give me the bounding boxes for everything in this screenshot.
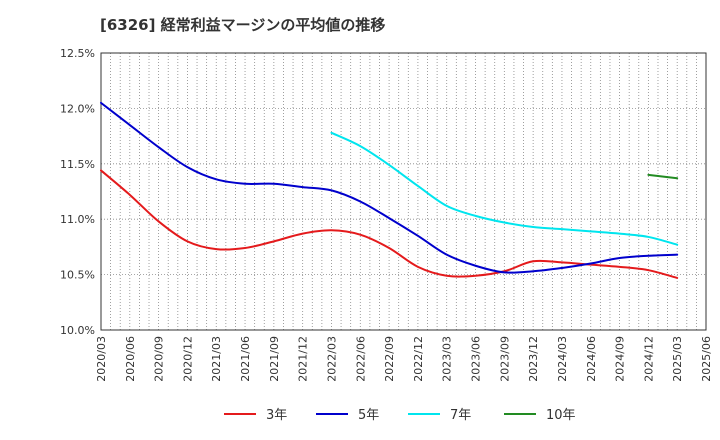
- x-tick-label: 2021/09: [268, 336, 281, 382]
- x-tick-label: 2023/12: [527, 336, 540, 382]
- x-tick-label: 2020/06: [124, 336, 137, 382]
- x-tick-label: 2023/03: [441, 336, 454, 382]
- grid-layer: [101, 53, 706, 330]
- plot-area-background: [101, 53, 706, 330]
- legend-label: 7年: [450, 408, 471, 423]
- x-axis-ticks: 2020/03 2020/06 2020/09 2020/12 2021/03 2021/…: [95, 336, 713, 382]
- series-line-2: [100, 101, 679, 274]
- series-layer: [100, 101, 679, 279]
- x-tick-label: 2022/09: [383, 336, 396, 382]
- series-line-3: [330, 131, 679, 246]
- legend: 3年 5年 7年 10年: [224, 408, 576, 423]
- legend-label: 10年: [546, 408, 576, 423]
- x-tick-label: 2020/09: [153, 336, 166, 382]
- x-tick-label: 2024/06: [585, 336, 598, 382]
- x-tick-label: 2024/09: [614, 336, 627, 382]
- x-tick-label: 2021/03: [210, 336, 223, 382]
- chart-title: [6326] 経常利益マージンの平均値の推移: [100, 16, 386, 34]
- y-tick-label: 10.0%: [60, 324, 95, 337]
- x-tick-label: 2021/12: [297, 336, 310, 382]
- x-tick-label: 2020/12: [181, 336, 194, 382]
- plot-area-border: [100, 52, 707, 331]
- legend-label: 5年: [358, 408, 379, 423]
- x-tick-label: 2022/06: [354, 336, 367, 382]
- y-tick-label: 12.5%: [60, 47, 95, 60]
- x-tick-label: 2024/03: [556, 336, 569, 382]
- x-tick-label: 2024/12: [642, 336, 655, 382]
- series-line-4: [647, 173, 679, 180]
- y-tick-label: 11.5%: [60, 158, 95, 171]
- y-tick-label: 12.0%: [60, 102, 95, 115]
- legend-label: 3年: [266, 408, 287, 423]
- x-tick-label: 2020/03: [95, 336, 108, 382]
- x-tick-label: 2022/03: [325, 336, 338, 382]
- x-tick-label: 2023/09: [498, 336, 511, 382]
- x-tick-label: 2023/06: [470, 336, 483, 382]
- x-tick-label: 2021/06: [239, 336, 252, 382]
- y-axis-ticks: 10.0% 10.5% 11.0% 11.5% 12.0% 12.5%: [60, 47, 95, 337]
- x-tick-label: 2025/06: [700, 336, 713, 382]
- x-tick-label: 2025/03: [671, 336, 684, 382]
- x-tick-label: 2022/12: [412, 336, 425, 382]
- y-tick-label: 11.0%: [60, 213, 95, 226]
- y-tick-label: 10.5%: [60, 269, 95, 282]
